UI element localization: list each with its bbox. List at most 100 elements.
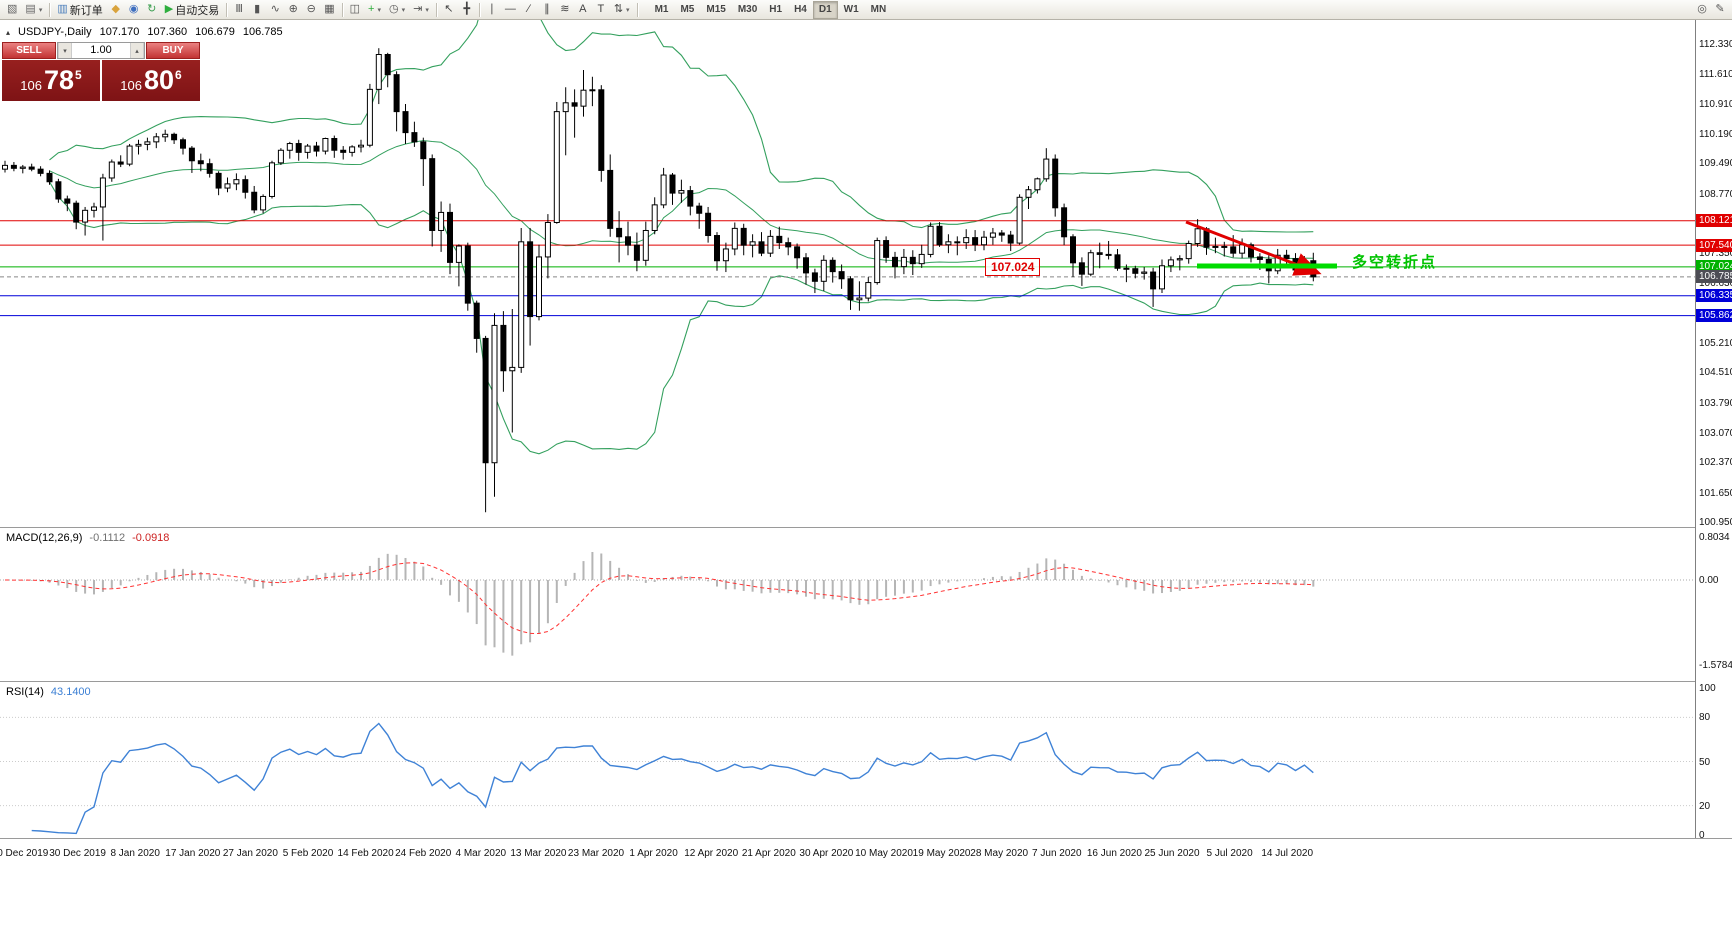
indicators-button[interactable]: + ▾ — [364, 1, 385, 19]
dropdown-arrow-icon: ▾ — [38, 6, 43, 14]
buy-button[interactable]: BUY — [146, 42, 200, 59]
time-label: 7 Jun 2020 — [1032, 848, 1082, 859]
cursor-button[interactable]: ↖ — [440, 1, 458, 19]
price-tick: 107.350 — [1699, 248, 1732, 260]
chart-info: ▴ USDJPY-,Daily 107.170 107.360 106.679 … — [6, 26, 283, 38]
equidistant-channel-icon: ∥ — [544, 3, 550, 15]
time-label: 8 Jan 2020 — [110, 848, 160, 859]
timeframe-m1-button[interactable]: M1 — [649, 1, 675, 19]
toolbar-separator — [341, 2, 343, 17]
sell-button[interactable]: SELL — [2, 42, 56, 59]
panel-separator[interactable] — [0, 681, 1732, 682]
timeframe-h4-button[interactable]: H4 — [788, 1, 813, 19]
zoom-in-button[interactable]: ⊕ — [284, 1, 302, 19]
periods-button[interactable]: ◷ ▾ — [385, 1, 409, 19]
macd-label: MACD(12,26,9) -0.1112 -0.0918 — [6, 532, 169, 544]
chart-canvas[interactable] — [0, 20, 1695, 945]
candlestick-chart-icon: ▮ — [254, 3, 261, 15]
rsi-scale-tick: 80 — [1699, 712, 1711, 724]
time-label: 16 Jun 2020 — [1086, 848, 1142, 859]
line-chart-button[interactable]: ∿ — [266, 1, 284, 19]
ohlc-open: 107.170 — [99, 26, 140, 38]
chart-symbol-period: USDJPY-,Daily — [18, 26, 92, 38]
price-badge: 107.540 — [1696, 238, 1732, 252]
crosshair-icon: ╋ — [463, 3, 471, 15]
fibonacci-icon: ≋ — [560, 3, 570, 15]
turning-point-label[interactable]: 多空转折点 — [1352, 254, 1438, 271]
price-tick: 110.910 — [1699, 98, 1732, 110]
price-badge: 107.024 — [1696, 260, 1732, 274]
toolbar-separator — [478, 2, 480, 17]
price-tick: 104.510 — [1699, 367, 1732, 379]
text-button[interactable]: A — [574, 1, 592, 19]
price-axis[interactable]: 112.330 111.610 110.910 110.190 109.490 108.7… — [1695, 20, 1732, 841]
new-order-button[interactable]: ▥ 新订单 — [53, 1, 106, 19]
rsi-scale-tick: 50 — [1699, 756, 1711, 768]
market-watch-button[interactable]: ◉ — [125, 1, 143, 19]
trendline-button[interactable]: ∕ — [520, 1, 538, 19]
timeframe-d1-button[interactable]: D1 — [812, 0, 838, 19]
buy-big-figure: 106 — [120, 78, 142, 93]
horizontal-line-button[interactable]: — — [501, 1, 520, 19]
timeframe-mn-button[interactable]: MN — [865, 1, 893, 19]
metaeditor-icon: ◆ — [111, 3, 120, 15]
toolbar-right: ◎ ✎ — [1693, 1, 1729, 19]
chart-shift-button[interactable]: ⇥ ▾ — [409, 1, 433, 19]
new-chart-button[interactable]: ▧ — [3, 1, 21, 19]
search-icon: ◎ — [1697, 3, 1707, 15]
volume-increase-button[interactable]: ▴ — [130, 43, 144, 58]
autotrading-button[interactable]: ▶ 自动交易 — [161, 1, 223, 19]
price-tick: 105.210 — [1699, 338, 1732, 350]
timeframe-m5-button[interactable]: M5 — [674, 1, 700, 19]
one-click-trading-panel: SELL ▾ 1.00 ▴ BUY 106 78 5 106 80 6 — [2, 42, 200, 101]
macd-main-value: -0.1112 — [89, 532, 126, 544]
time-label: 28 May 2020 — [970, 848, 1029, 859]
timeframe-w1-button[interactable]: W1 — [838, 1, 865, 19]
time-label: 30 Dec 2019 — [49, 848, 106, 859]
candlestick-chart-button[interactable]: ▮ — [248, 1, 266, 19]
toolbar-separator — [435, 2, 437, 17]
new-chart-icon: ▧ — [7, 3, 18, 15]
bar-chart-button[interactable]: Ⅲ — [230, 1, 248, 19]
tile-windows-button[interactable]: ◫ — [346, 1, 364, 19]
volume-decrease-button[interactable]: ▾ — [58, 43, 72, 58]
cursor-icon: ↖ — [444, 3, 454, 15]
autotrading-icon: ▶ — [164, 3, 174, 15]
macd-name: MACD(12,26,9) — [6, 532, 83, 544]
price-tick: 106.630 — [1699, 278, 1732, 290]
buy-price-box[interactable]: 106 80 6 — [102, 60, 200, 101]
price-level-label[interactable]: 107.024 — [985, 258, 1041, 276]
timeframe-h1-button[interactable]: H1 — [763, 1, 788, 19]
price-tick: 103.790 — [1699, 397, 1732, 409]
toolbar-separator — [636, 2, 638, 17]
quick-edit-icon: ✎ — [1715, 3, 1725, 15]
arrows-button[interactable]: ⇅ ▾ — [610, 1, 634, 19]
refresh-button[interactable]: ↻ — [143, 1, 161, 19]
timeframe-m30-button[interactable]: M30 — [732, 1, 763, 19]
time-label: 17 Jan 2020 — [165, 848, 221, 859]
oct-toggle-icon[interactable]: ▴ — [6, 27, 11, 37]
panel-separator[interactable] — [0, 527, 1732, 528]
text-label-button[interactable]: T — [592, 1, 610, 19]
chart-area[interactable]: ▴ USDJPY-,Daily 107.170 107.360 106.679 … — [0, 20, 1732, 945]
profiles-button[interactable]: ▤ ▾ — [21, 1, 46, 19]
timeframe-m15-button[interactable]: M15 — [700, 1, 731, 19]
buy-pips: 80 — [143, 65, 175, 95]
sell-price-box[interactable]: 106 78 5 — [2, 60, 100, 101]
zoom-out-button[interactable]: ⊖ — [302, 1, 320, 19]
metaeditor-button[interactable]: ◆ — [107, 1, 125, 19]
search-button[interactable]: ◎ — [1693, 1, 1711, 19]
dropdown-arrow-icon: ▾ — [425, 6, 429, 14]
auto-arrange-icon: ▦ — [324, 3, 335, 15]
auto-arrange-button[interactable]: ▦ — [320, 1, 338, 19]
fibonacci-button[interactable]: ≋ — [556, 1, 574, 19]
autotrading-label: 自动交易 — [175, 4, 220, 17]
quick-edit-button[interactable]: ✎ — [1711, 1, 1729, 19]
time-label: 20 Dec 2019 — [0, 848, 49, 859]
time-label: 30 Apr 2020 — [799, 848, 854, 859]
equidistant-channel-button[interactable]: ∥ — [538, 1, 556, 19]
crosshair-button[interactable]: ╋ — [458, 1, 476, 19]
volume-input[interactable]: 1.00 — [90, 44, 112, 56]
vertical-line-button[interactable]: ∣ — [483, 1, 501, 19]
